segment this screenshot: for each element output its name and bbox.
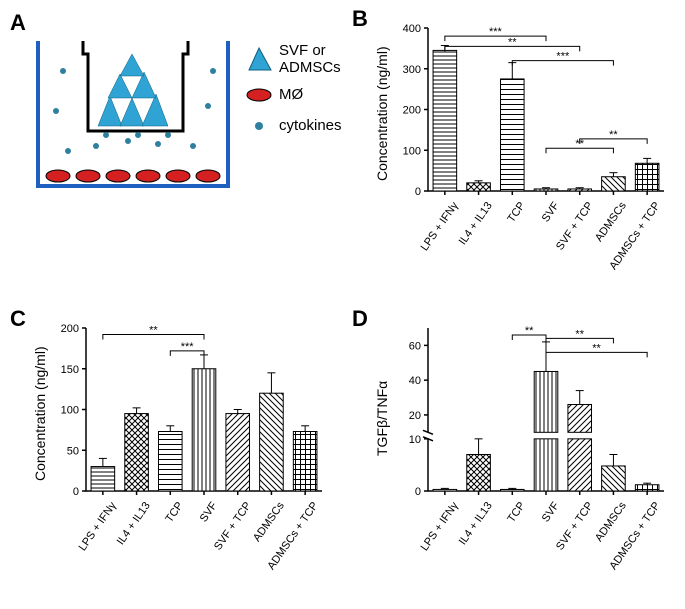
x-tick-label: SVF <box>198 500 220 524</box>
svg-text:**: ** <box>525 325 534 337</box>
coculture-diagram <box>28 36 238 201</box>
chart-d-ytitle: TGFβ/TNFα <box>374 381 390 456</box>
chart-d-xlabels: LPS + IFNγIL4 + IL13TCPSVFSVF + TCPADMSC… <box>390 496 670 606</box>
x-tick-label: IL4 + IL13 <box>114 500 152 547</box>
x-tick-label: LPS + IFNγ <box>76 500 118 553</box>
legend-label: MØ <box>279 86 303 103</box>
triangle-icon <box>245 46 273 72</box>
svg-text:**: ** <box>508 36 517 48</box>
legend-item-cytokine: cytokines <box>245 117 342 134</box>
svg-text:40: 40 <box>409 375 421 387</box>
chart-c-ytitle: Concentration (ng/ml) <box>32 346 48 481</box>
x-tick-label: TCP <box>164 500 186 525</box>
svg-text:**: ** <box>592 342 601 354</box>
x-tick-label: LPS + IFNγ <box>418 500 460 553</box>
svg-text:200: 200 <box>403 105 421 117</box>
legend-item-macrophage: MØ <box>245 86 342 103</box>
panel-d: D TGFβ/TNFα 010204060****** LPS + IFNγIL… <box>352 306 682 596</box>
svg-text:***: *** <box>489 26 503 38</box>
x-tick-label: LPS + IFNγ <box>418 200 460 253</box>
svg-text:400: 400 <box>403 23 421 35</box>
x-tick-label: ADMSCs <box>251 500 287 544</box>
x-tick-label: IL4 + IL13 <box>456 500 494 547</box>
chart-c: 050100150200***** <box>48 322 328 497</box>
svg-text:10: 10 <box>409 434 421 446</box>
chart-b-ytitle: Concentration (ng/ml) <box>374 46 390 181</box>
legend-label: cytokines <box>279 117 342 134</box>
panel-c: C Concentration (ng/ml) 050100150200****… <box>10 306 340 596</box>
svg-text:***: *** <box>556 51 570 63</box>
svg-text:50: 50 <box>67 445 79 457</box>
chart-c-xlabels: LPS + IFNγIL4 + IL13TCPSVFSVF + TCPADMSC… <box>48 496 328 606</box>
legend-label: SVF or <box>279 42 341 59</box>
chart-d: 010204060****** <box>390 322 670 497</box>
panel-b: B Concentration (ng/ml) 0100200300400***… <box>352 6 682 296</box>
legend-item-cells: SVF or ADMSCs <box>245 42 342 76</box>
dot-icon <box>245 120 273 132</box>
x-tick-label: ADMSCs <box>593 500 629 544</box>
svg-text:60: 60 <box>409 340 421 352</box>
x-tick-label: TCP <box>506 500 528 525</box>
x-tick-label: IL4 + IL13 <box>456 200 494 247</box>
legend-label: ADMSCs <box>279 59 341 76</box>
svg-text:***: *** <box>181 341 195 353</box>
panel-a-legend: SVF or ADMSCs MØ cytokines <box>245 42 342 140</box>
x-tick-label: SVF <box>540 500 562 524</box>
svg-text:**: ** <box>149 325 158 337</box>
panel-b-label: B <box>352 6 368 32</box>
panel-c-label: C <box>10 306 26 332</box>
x-tick-label: ADMSCs <box>593 200 629 244</box>
svg-text:100: 100 <box>403 145 421 157</box>
panel-a: A <box>10 10 340 210</box>
x-tick-label: TCP <box>506 200 528 225</box>
svg-text:300: 300 <box>403 64 421 76</box>
panel-d-label: D <box>352 306 368 332</box>
svg-text:200: 200 <box>61 323 79 335</box>
svg-text:150: 150 <box>61 364 79 376</box>
chart-b-xlabels: LPS + IFNγIL4 + IL13TCPSVFSVF + TCPADMSC… <box>390 196 670 306</box>
chart-b: 0100200300400************ <box>390 22 670 197</box>
svg-text:**: ** <box>609 129 618 141</box>
svg-text:20: 20 <box>409 410 421 422</box>
panel-a-label: A <box>10 10 26 36</box>
svg-text:**: ** <box>575 328 584 340</box>
x-tick-label: SVF <box>540 200 562 224</box>
svg-text:100: 100 <box>61 405 79 417</box>
ellipse-icon <box>245 87 273 103</box>
